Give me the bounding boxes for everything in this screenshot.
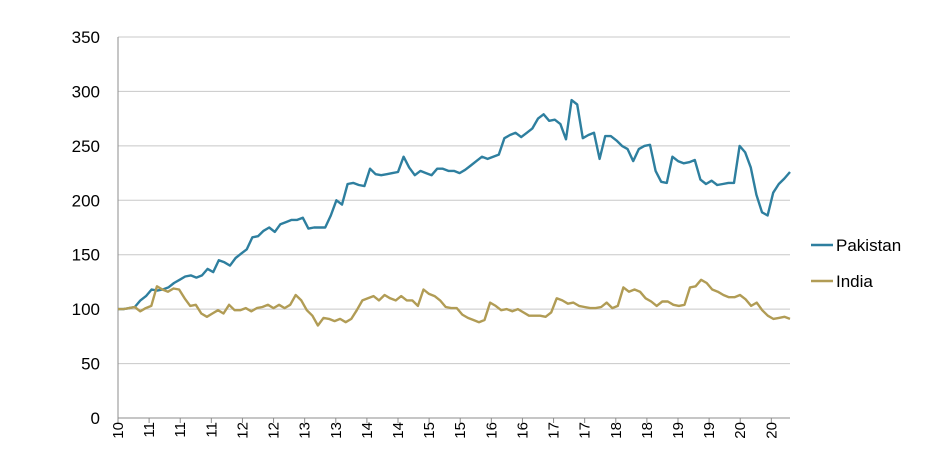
x-tick-label: 12 bbox=[266, 422, 283, 439]
x-tick-label: 10 bbox=[110, 422, 127, 439]
x-tick-label: 12 bbox=[234, 422, 251, 439]
x-tick-label: 11 bbox=[141, 422, 158, 438]
x-tick-label: 18 bbox=[639, 422, 656, 439]
x-tick-label: 15 bbox=[421, 422, 438, 439]
series-lines bbox=[118, 98, 791, 327]
legend-label: India bbox=[836, 272, 873, 291]
y-tick-label: 350 bbox=[72, 28, 100, 47]
axes bbox=[117, 37, 790, 419]
x-tick-label: 15 bbox=[452, 422, 469, 439]
series-line-pakistan bbox=[118, 98, 791, 311]
x-tick-label: 20 bbox=[732, 422, 749, 439]
x-tick-label: 14 bbox=[359, 422, 376, 439]
y-tick-label: 300 bbox=[72, 82, 100, 101]
x-tick-label: 16 bbox=[483, 422, 500, 439]
x-tick-label: 19 bbox=[701, 422, 718, 439]
x-tick-label: 19 bbox=[670, 422, 687, 439]
x-tick-label: 11 bbox=[203, 422, 220, 438]
x-tick-label: 16 bbox=[514, 422, 531, 439]
y-tick-label: 200 bbox=[72, 191, 100, 210]
y-tick-label: 250 bbox=[72, 137, 100, 156]
y-tick-label: 150 bbox=[72, 246, 100, 265]
x-tick-label: 17 bbox=[546, 422, 563, 439]
x-tick-label: 20 bbox=[763, 422, 780, 439]
x-axis-ticks: 10 11 11 11 12 12 13 13 14 14 15 15 16 16 17 17 18 18 19 19… bbox=[110, 418, 780, 439]
x-tick-label: 13 bbox=[297, 422, 314, 439]
grid-lines bbox=[118, 36, 790, 365]
x-tick-label: 13 bbox=[328, 422, 345, 439]
x-tick-label: 18 bbox=[608, 422, 625, 439]
legend: Pakistan India bbox=[811, 236, 901, 291]
y-tick-label: 50 bbox=[81, 355, 100, 374]
y-tick-label: 0 bbox=[91, 409, 100, 428]
y-axis-ticks: 0 50 100 150 200 250 300 350 bbox=[72, 28, 100, 428]
x-tick-label: 17 bbox=[577, 422, 594, 439]
x-tick-label: 11 bbox=[172, 422, 189, 438]
x-tick-label: 14 bbox=[390, 422, 407, 439]
series-line-india bbox=[118, 278, 791, 327]
legend-label: Pakistan bbox=[836, 236, 901, 255]
y-tick-label: 100 bbox=[72, 300, 100, 319]
